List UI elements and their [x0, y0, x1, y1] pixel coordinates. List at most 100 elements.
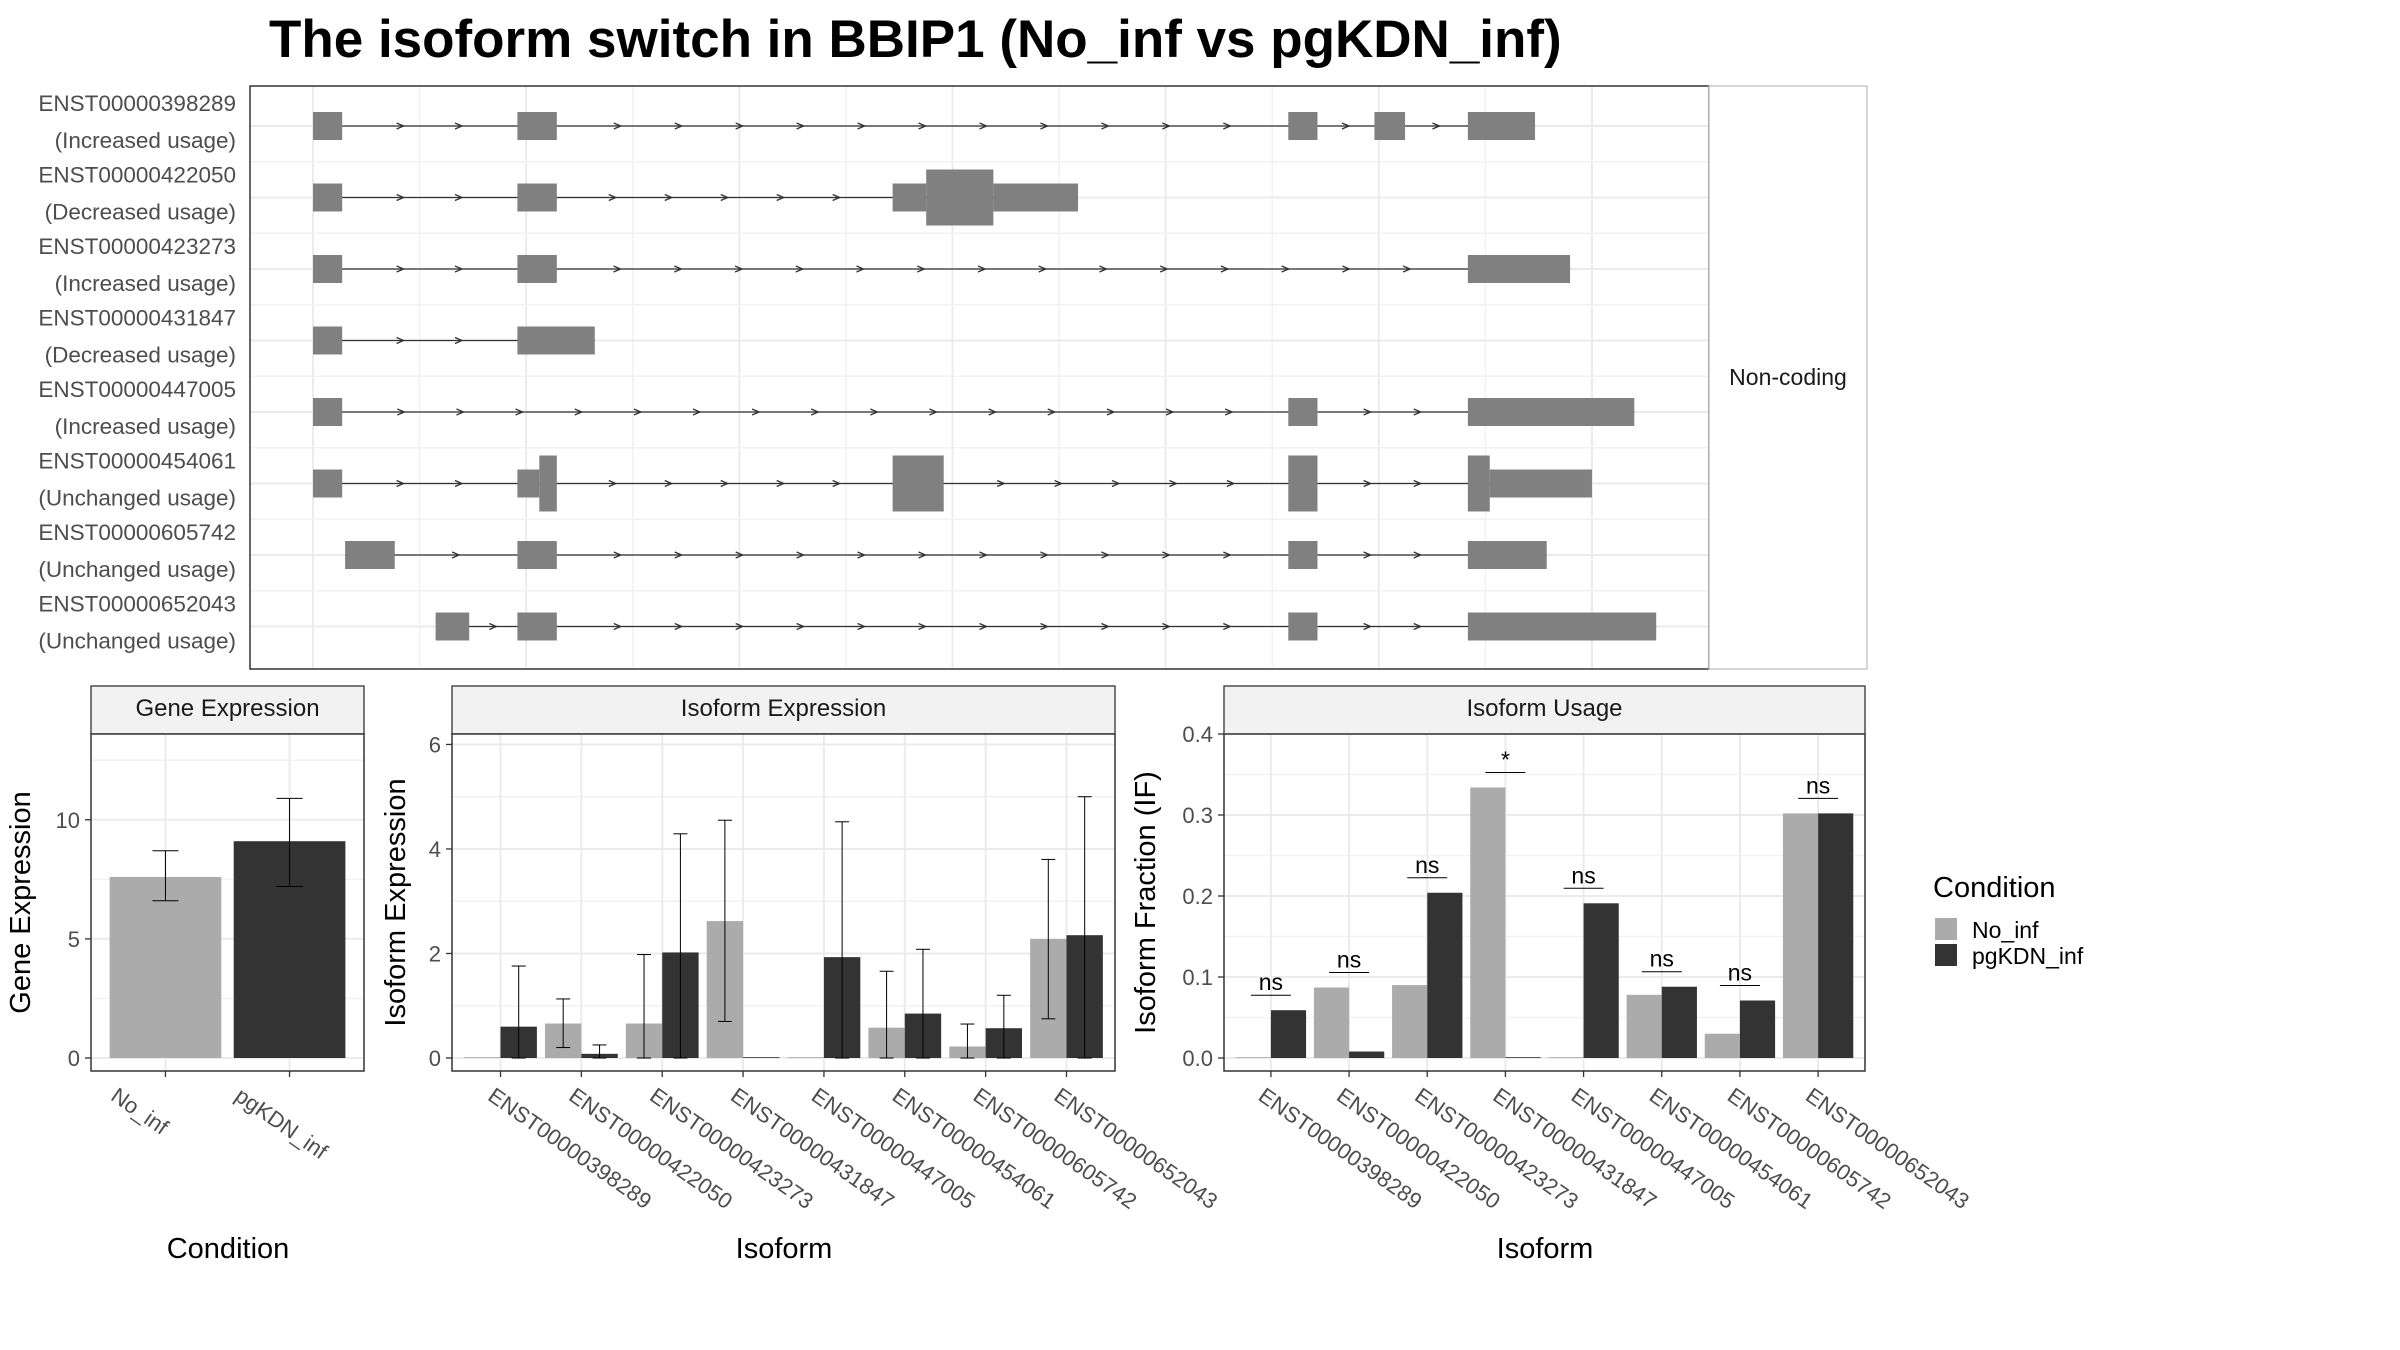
intron-direction-arrow [664, 193, 674, 202]
transcript-usage-label: (Unchanged usage) [38, 486, 236, 511]
intron-direction-arrow [613, 551, 623, 559]
intron-direction-arrow [574, 408, 584, 416]
transcript-usage-label: (Unchanged usage) [38, 629, 236, 654]
exon-block [1288, 455, 1318, 512]
exon-block [517, 612, 557, 641]
exon-block [993, 183, 1079, 212]
significance-label: ns [1415, 852, 1439, 878]
intron-direction-arrow [1363, 479, 1373, 488]
intron-direction-arrow [451, 551, 461, 559]
intron-direction-arrow [515, 408, 525, 416]
intron-direction-arrow [674, 551, 684, 559]
intron-direction-arrow [454, 265, 464, 273]
bar-pgkdn-inf [1427, 892, 1463, 1058]
x-axis-title: Isoform [1497, 1233, 1594, 1265]
y-tick-label: 0.1 [1182, 965, 1213, 990]
exon-block [1467, 255, 1571, 283]
intron-direction-arrow [1106, 408, 1116, 416]
intron-direction-arrow [1162, 122, 1172, 130]
bar-no-inf [109, 876, 222, 1058]
intron-direction-arrow [776, 479, 786, 488]
transcript-id-label: ENST00000447005 [38, 377, 236, 402]
exon-block [1288, 398, 1318, 426]
x-tick-label: No_inf [107, 1083, 174, 1140]
intron-direction-arrow [1226, 479, 1236, 488]
bar-pgkdn-inf [1349, 1051, 1385, 1058]
intron-direction-arrow [979, 551, 989, 559]
bar-no-inf [1470, 787, 1506, 1058]
intron-direction-arrow [692, 408, 702, 416]
intron-direction-arrow [674, 265, 683, 273]
transcript-id-label: ENST00000422050 [38, 163, 236, 188]
intron-direction-arrow [396, 336, 406, 345]
panel-border [451, 733, 1116, 1072]
bar-no-inf [1235, 1057, 1271, 1058]
exon-block [313, 398, 343, 426]
y-tick-label: 0 [429, 1046, 441, 1071]
intron-direction-arrow [996, 479, 1006, 488]
exon-block [1467, 112, 1536, 140]
intron-direction-arrow [1047, 408, 1057, 416]
exon-block [313, 326, 343, 355]
legend-key-no-inf [1935, 918, 1957, 940]
exon-block [313, 255, 343, 283]
transcript-id-label: ENST00000605742 [38, 520, 236, 545]
exon-block [1288, 112, 1318, 140]
intron-direction-arrow [856, 265, 866, 273]
intron-direction-arrow [489, 622, 498, 631]
condition-legend: Condition No_inf pgKDN_inf [1933, 872, 2084, 969]
intron-direction-arrow [1413, 551, 1423, 559]
intron-direction-arrow [720, 479, 730, 488]
significance-label: ns [1728, 959, 1752, 985]
intron-direction-arrow [613, 122, 623, 130]
exon-block [1288, 541, 1318, 569]
intron-direction-arrow [870, 408, 880, 416]
significance-label: ns [1337, 947, 1361, 973]
bar-pgkdn-inf [1270, 1010, 1307, 1058]
intron-direction-arrow [396, 265, 406, 273]
intron-direction-arrow [608, 479, 618, 488]
intron-direction-arrow [1040, 622, 1050, 631]
panel-strip-label: Gene Expression [135, 695, 319, 722]
y-tick-label: 0 [68, 1046, 80, 1071]
panel-strip-label: Isoform Usage [1466, 695, 1622, 722]
intron-direction-arrow [396, 193, 406, 202]
intron-direction-arrow [979, 622, 989, 631]
y-tick-label: 4 [429, 837, 441, 862]
transcript-usage-label: (Decreased usage) [45, 343, 236, 368]
intron-direction-arrow [918, 122, 928, 130]
bar-no-inf [1313, 987, 1350, 1058]
y-tick-label: 0.2 [1182, 884, 1213, 909]
x-axis-title: Condition [167, 1233, 290, 1265]
legend-label-no-inf: No_inf [1972, 917, 2039, 943]
isoform-usage-panel: Isoform Usage 0.0 0.1 0.2 0.3 0.4 ns ns ns * ns ns n… [1130, 685, 1974, 1265]
significance-label: ns [1806, 772, 1830, 798]
y-axis-title: Gene Expression [5, 791, 37, 1013]
intron-direction-arrow [608, 193, 618, 202]
exon-block [892, 455, 944, 512]
gene-expression-panel: Gene Expression 0 5 10 No_inf pgKDN_inf Condit… [5, 685, 365, 1265]
transcript-structure-panel: ENST00000398289 (Increased usage) ENST0000… [38, 85, 1868, 670]
intron-direction-arrow [1281, 265, 1291, 273]
bar-no-inf [1392, 985, 1428, 1058]
exon-block [435, 612, 470, 641]
intron-direction-arrow [456, 408, 466, 416]
intron-direction-arrow [1432, 122, 1442, 130]
transcript-id-label: ENST00000423273 [38, 234, 236, 259]
figure-title: The isoform switch in BBIP1 (No_inf vs p… [269, 10, 1562, 69]
significance-label: * [1501, 746, 1510, 772]
exon-block [517, 326, 595, 355]
intron-direction-arrow [1162, 551, 1172, 559]
intron-direction-arrow [1342, 265, 1352, 273]
intron-direction-arrow [776, 193, 786, 202]
transcript-id-label: ENST00000454061 [38, 449, 236, 474]
transcript-id-label: ENST00000398289 [38, 91, 236, 116]
bar-no-inf [1626, 994, 1662, 1058]
intron-direction-arrow [1224, 408, 1234, 416]
intron-direction-arrow [454, 336, 464, 345]
panel-border [1223, 733, 1866, 1072]
intron-direction-arrow [1040, 551, 1050, 559]
exon-block [517, 469, 540, 498]
intron-direction-arrow [977, 265, 987, 273]
intron-direction-arrow [735, 551, 745, 559]
